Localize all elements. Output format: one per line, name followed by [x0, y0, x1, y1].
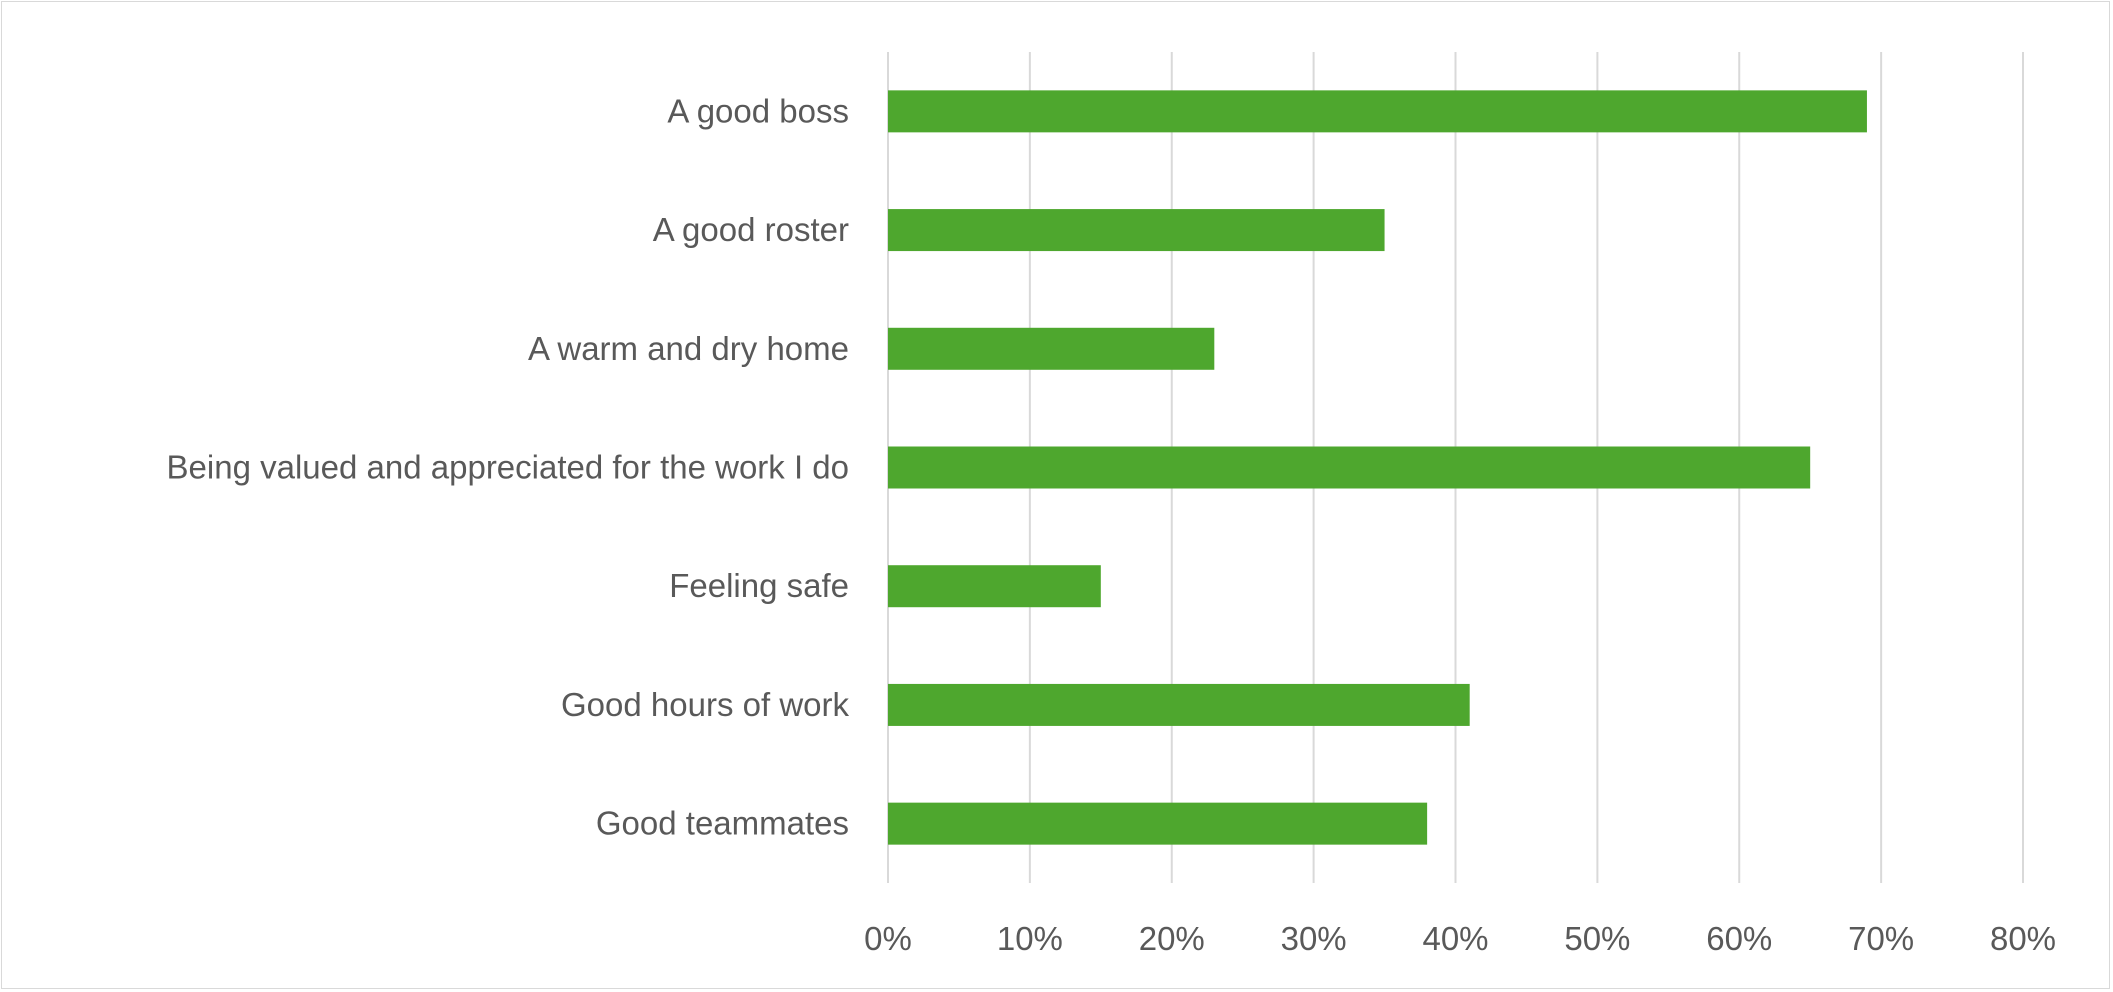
category-label: A warm and dry home [528, 330, 849, 367]
bar [888, 802, 1428, 845]
category-label: Good teammates [596, 805, 849, 842]
x-tick-label: 60% [1706, 920, 1772, 957]
x-tick-label: 0% [864, 920, 912, 957]
x-tick-label: 10% [997, 920, 1063, 957]
x-tick-label: 40% [1422, 920, 1488, 957]
bar [888, 209, 1385, 252]
x-tick-label: 80% [1990, 920, 2056, 957]
category-label: Good hours of work [561, 686, 849, 723]
bar [888, 327, 1215, 370]
x-tick-label: 20% [1139, 920, 1205, 957]
bar [888, 446, 1811, 489]
x-tick-label: 70% [1848, 920, 1914, 957]
bar [888, 90, 1867, 133]
category-label: Being valued and appreciated for the wor… [167, 449, 849, 486]
x-tick-label: 50% [1564, 920, 1630, 957]
category-label: Feeling safe [669, 567, 849, 604]
bar [888, 683, 1470, 726]
bar [888, 565, 1101, 608]
category-label: A good roster [653, 211, 849, 248]
category-label: A good boss [667, 92, 849, 129]
x-tick-label: 30% [1281, 920, 1347, 957]
